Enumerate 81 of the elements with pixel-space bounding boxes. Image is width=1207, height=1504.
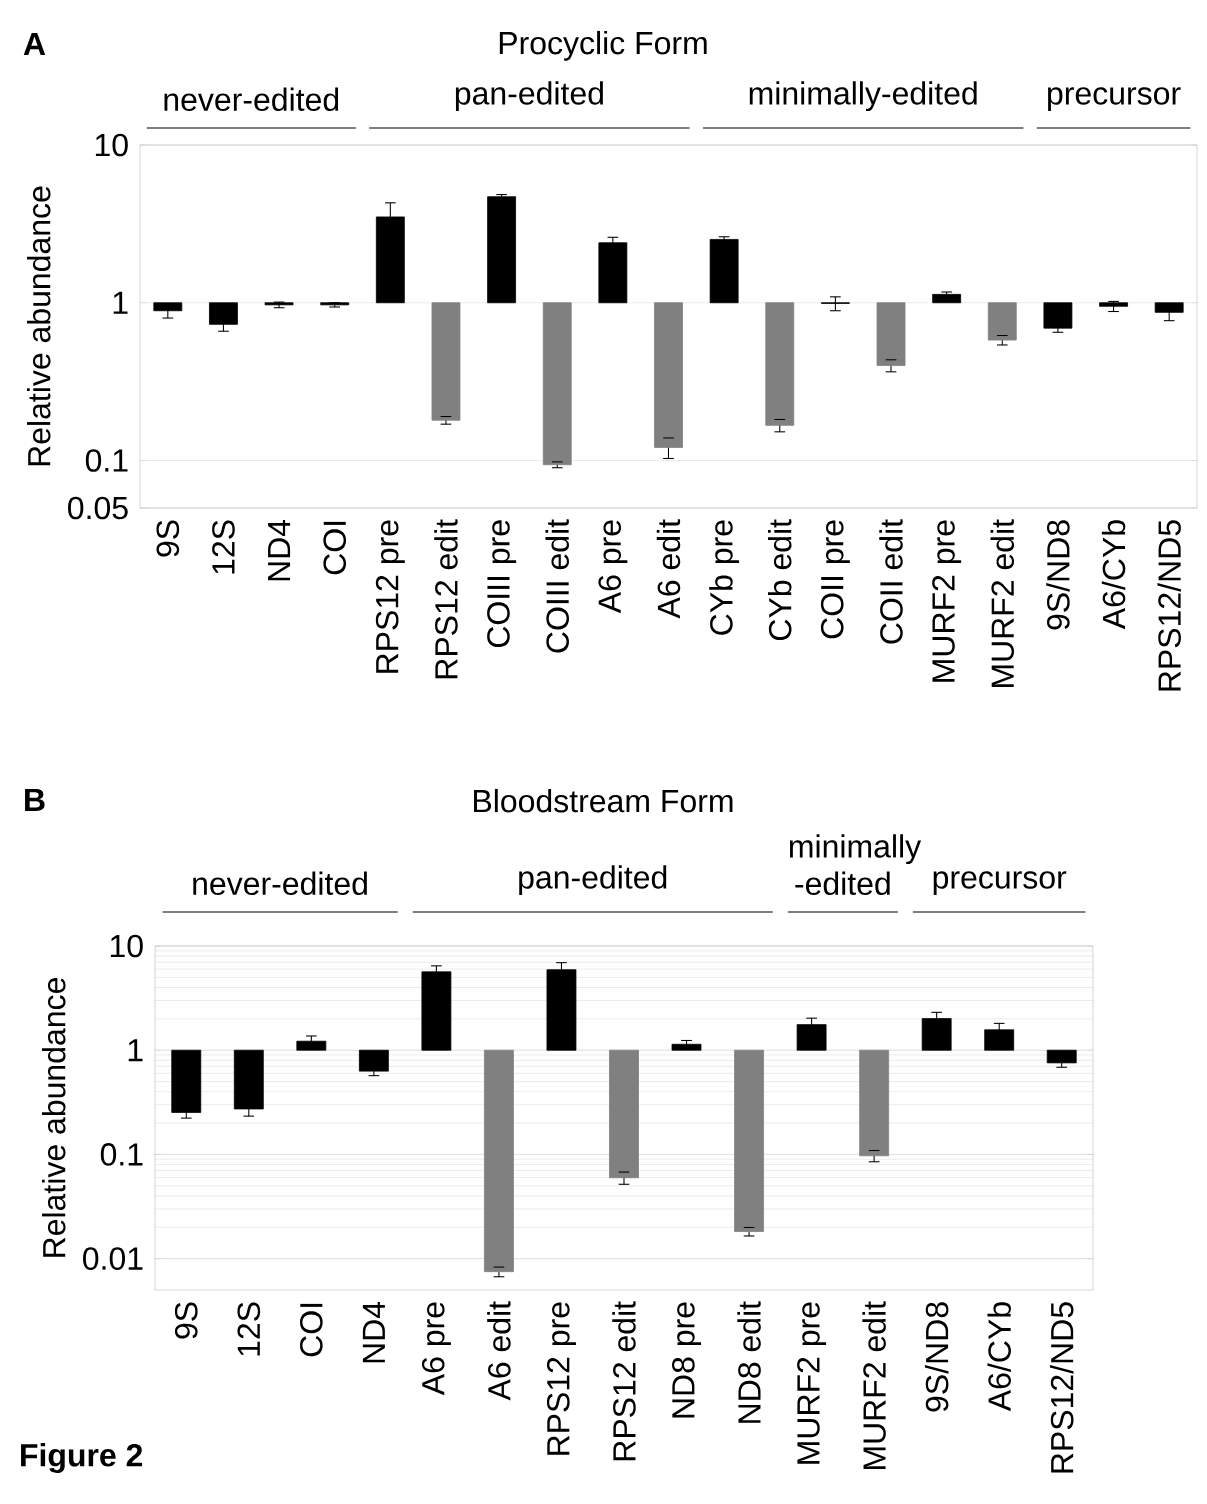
bar bbox=[1043, 302, 1073, 329]
chart-title: Bloodstream Form bbox=[474, 788, 733, 813]
x-tick-label: A6/CYb bbox=[1101, 520, 1126, 630]
y-tick-label: 0.1 bbox=[100, 1143, 143, 1166]
bar bbox=[734, 1049, 764, 1232]
text: Figure 2 bbox=[21, 1443, 143, 1474]
x-tick-label: RPS12/ND5 bbox=[1049, 1302, 1074, 1473]
x-tick-label: MURF2 pre bbox=[932, 520, 962, 682]
x-tick-label: 9S bbox=[174, 1302, 198, 1339]
x-tick-label: RPS12 pre bbox=[546, 1302, 576, 1455]
chart-title: Procyclic Form bbox=[499, 30, 707, 61]
bar bbox=[296, 1040, 327, 1051]
text: precursor bbox=[933, 871, 1067, 896]
bar bbox=[171, 1049, 202, 1113]
x-tick-label: 12S bbox=[237, 1302, 261, 1356]
text: precursor bbox=[1048, 87, 1181, 112]
bar bbox=[320, 302, 350, 306]
bar bbox=[876, 302, 906, 366]
text: A bbox=[23, 32, 46, 55]
y-tick-label: 0.05 bbox=[68, 496, 128, 520]
text: minimally-edited bbox=[749, 81, 977, 112]
x-tick-label: COI bbox=[323, 521, 347, 575]
text: pan-edited bbox=[455, 81, 603, 112]
x-tick-label: A6 edit bbox=[656, 519, 681, 619]
y-tick-label: 10 bbox=[110, 934, 143, 958]
y-tick-label: 0.1 bbox=[85, 449, 128, 472]
bar bbox=[421, 971, 452, 1051]
x-tick-label: A6 edit bbox=[487, 1301, 511, 1401]
x-tick-label: COI bbox=[300, 1303, 323, 1357]
x-tick-label: A6 pre bbox=[421, 1302, 451, 1396]
x-tick-label: COIII edit bbox=[545, 519, 569, 653]
x-tick-label: ND8 pre bbox=[672, 1302, 702, 1418]
bar bbox=[932, 293, 962, 304]
x-tick-label: ND4 bbox=[268, 519, 291, 581]
text: never-edited bbox=[193, 871, 367, 896]
x-tick-label: 12S bbox=[212, 520, 235, 574]
x-tick-label: CYb edit bbox=[768, 519, 792, 641]
x-tick-label: A6/CYb bbox=[987, 1302, 1011, 1412]
text: minimally -edited bbox=[789, 834, 922, 896]
x-tick-label: 9S bbox=[156, 520, 180, 557]
x-tick-label: RPS12 pre bbox=[375, 520, 405, 673]
bar bbox=[431, 302, 461, 421]
x-tick-label: RPS12 edit bbox=[612, 1301, 636, 1461]
y-tick-label: 1 bbox=[113, 291, 128, 314]
bar bbox=[598, 242, 628, 304]
x-tick-label: MURF2 edit bbox=[862, 1301, 886, 1469]
bar bbox=[487, 196, 516, 304]
y-tick-label: 1 bbox=[128, 1039, 143, 1062]
x-tick-label: ND8 edit bbox=[737, 1301, 761, 1423]
bar bbox=[484, 1049, 514, 1273]
x-tick-label: ND4 bbox=[362, 1301, 385, 1363]
x-tick-label: MURF2 pre bbox=[797, 1302, 827, 1464]
bar bbox=[671, 1043, 702, 1051]
x-tick-label: A6 pre bbox=[598, 520, 628, 614]
y-tick-label: 10 bbox=[95, 133, 128, 157]
bar bbox=[358, 1049, 389, 1072]
bar bbox=[765, 302, 795, 426]
bar bbox=[1046, 1049, 1077, 1064]
y-axis-title: Relative abundance bbox=[42, 978, 66, 1257]
y-axis-title: Relative abundance bbox=[27, 186, 51, 466]
text: B bbox=[25, 788, 45, 811]
bar bbox=[1099, 302, 1128, 307]
bar bbox=[654, 302, 683, 448]
x-tick-label: COIII pre bbox=[487, 520, 517, 648]
x-tick-label: MURF2 edit bbox=[990, 519, 1015, 687]
x-tick-label: 9S/ND8 bbox=[1046, 520, 1070, 630]
y-tick-label: 0.01 bbox=[83, 1247, 143, 1270]
bar bbox=[542, 302, 572, 466]
x-tick-label: COII edit bbox=[879, 519, 903, 644]
text: never-edited bbox=[164, 87, 339, 112]
x-tick-label: 9S/ND8 bbox=[924, 1302, 949, 1412]
x-tick-label: COII pre bbox=[820, 520, 850, 639]
x-tick-label: CYb pre bbox=[709, 520, 740, 635]
bar bbox=[987, 302, 1017, 341]
bar bbox=[609, 1049, 639, 1179]
bar bbox=[859, 1049, 890, 1157]
text: pan-edited bbox=[519, 865, 667, 896]
x-tick-label: RPS12 edit bbox=[434, 519, 458, 679]
x-tick-label: RPS12/ND5 bbox=[1157, 520, 1181, 691]
bar bbox=[264, 302, 294, 306]
bar bbox=[709, 239, 739, 304]
